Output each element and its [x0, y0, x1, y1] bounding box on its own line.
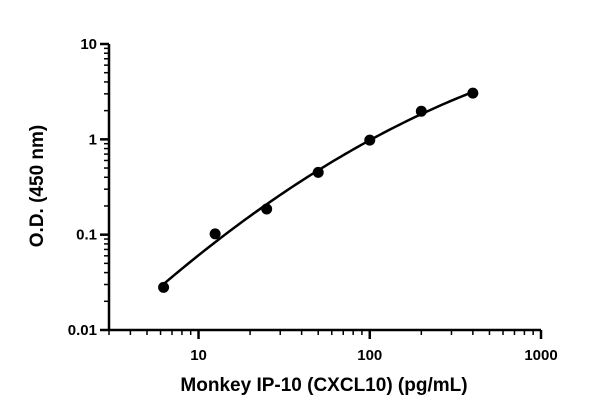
x-ticks: 10 100 1000 [108, 330, 558, 364]
y-tick-label: 10 [80, 36, 97, 53]
axes [107, 44, 541, 332]
x-tick-label: 10 [190, 347, 207, 364]
data-point [209, 228, 221, 240]
x-tick-label: 100 [357, 347, 382, 364]
y-tick-label: 1 [89, 131, 97, 148]
data-points [158, 87, 479, 293]
y-axis-title: O.D. (450 nm) [27, 125, 48, 247]
data-point [364, 134, 376, 146]
y-ticks: 0.01 0.1 1 10 [68, 36, 109, 339]
data-point [415, 105, 427, 117]
data-point [261, 203, 273, 215]
y-tick-label: 0.1 [76, 227, 97, 244]
y-tick-label: 0.01 [68, 322, 97, 339]
data-point [158, 281, 170, 293]
x-axis-title: Monkey IP-10 (CXCL10) (pg/mL) [180, 375, 467, 396]
fit-curve [162, 90, 474, 286]
data-point [467, 87, 479, 99]
x-tick-label: 1000 [524, 347, 557, 364]
data-point [312, 166, 324, 178]
